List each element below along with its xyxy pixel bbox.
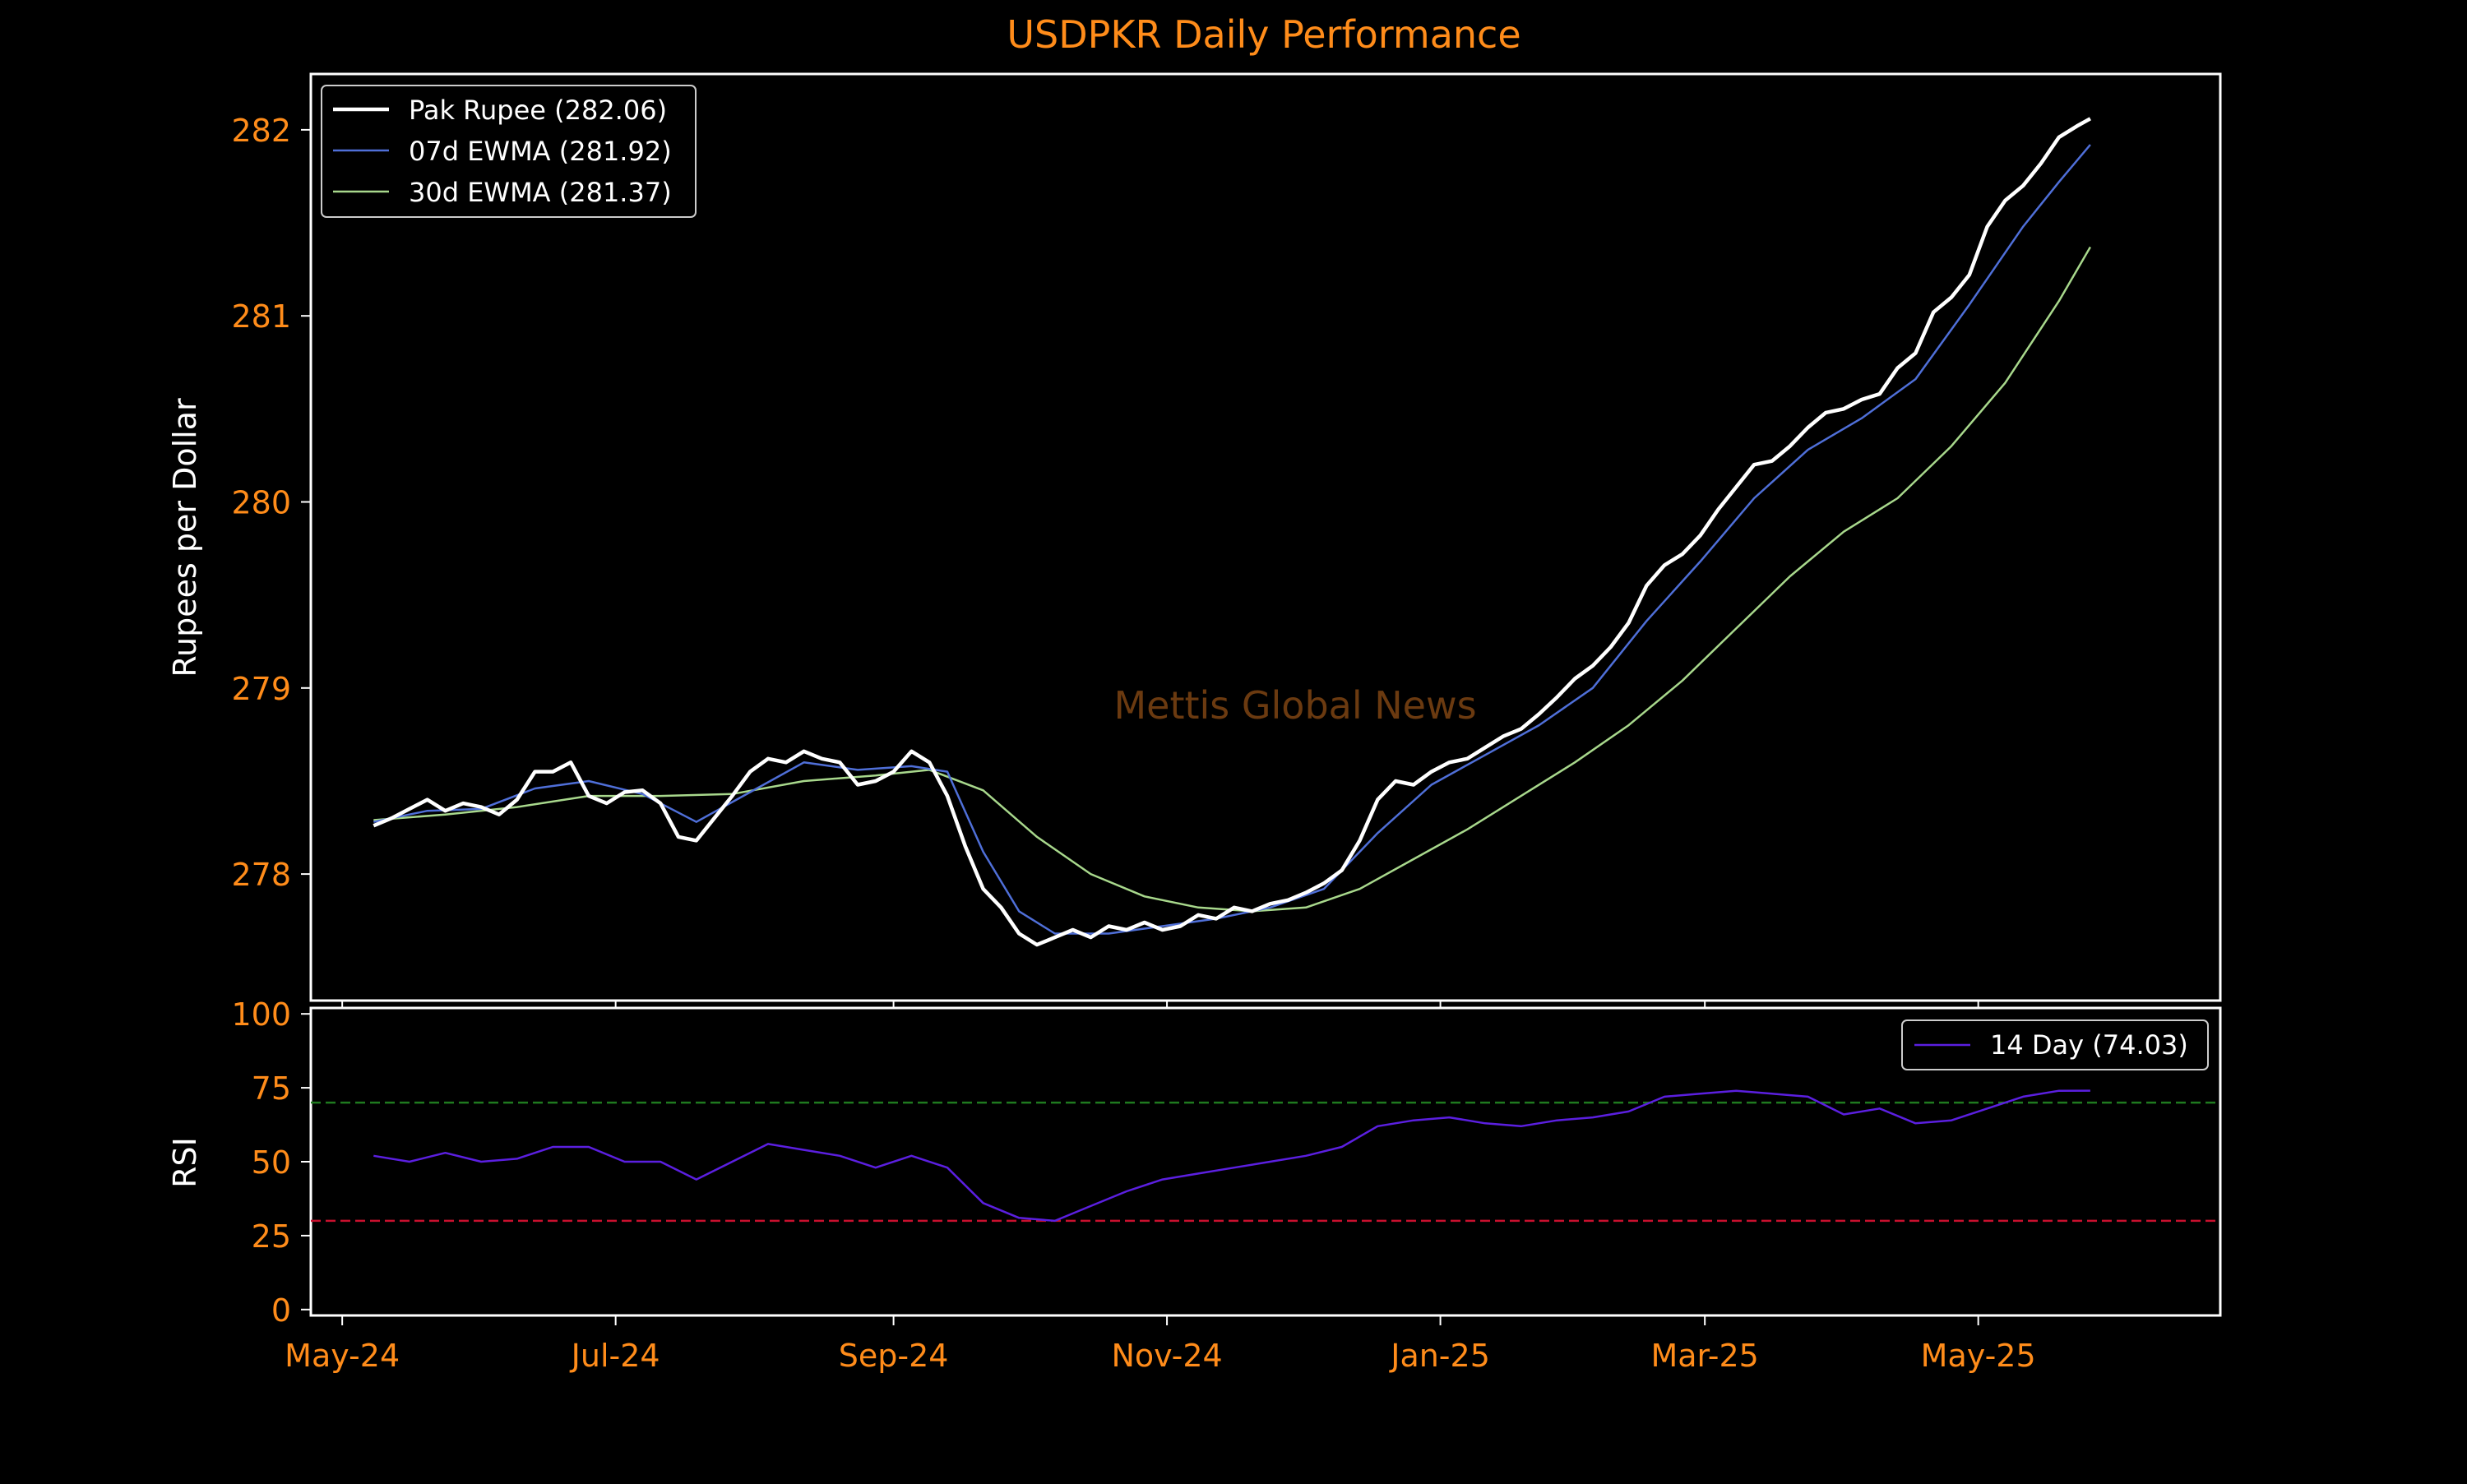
x-axis: May-24 Jul-24 Sep-24 Nov-24 Jan-25 Mar-25 May-…: [285, 1001, 2036, 1374]
legend-label-ewma30: 30d EWMA (281.37): [409, 177, 672, 208]
chart-title: USDPKR Daily Performance: [1007, 12, 1520, 57]
x-tick-label: Mar-25: [1650, 1338, 1758, 1374]
x-tick-label: May-24: [285, 1338, 400, 1374]
rsi-y-tick-label: 0: [271, 1292, 291, 1329]
price-y-axis-label: Rupees per Dollar: [167, 398, 203, 677]
rsi-reference-lines: [311, 1101, 2220, 1223]
x-tick-label: Sep-24: [839, 1338, 949, 1374]
rsi-y-tick-label: 75: [252, 1070, 291, 1107]
price-y-axis: 278 279 280 281 282: [231, 113, 311, 893]
x-tick-label: Nov-24: [1111, 1338, 1222, 1374]
price-legend: Pak Rupee (282.06) 07d EWMA (281.92) 30d…: [321, 85, 697, 218]
rsi-y-axis: 0 25 50 75 100: [231, 996, 311, 1329]
series-line-rsi: [373, 1089, 2090, 1223]
price-y-tick-label: 278: [231, 857, 291, 893]
price-y-tick-label: 281: [231, 298, 291, 335]
legend-label-rsi: 14 Day (74.03): [1990, 1029, 2188, 1061]
rsi-y-tick-label: 25: [252, 1218, 291, 1255]
x-tick-label: May-25: [1921, 1338, 2036, 1374]
rsi-legend-box: [1901, 1019, 2209, 1070]
rsi-y-axis-label: RSI: [167, 1137, 203, 1188]
price-series-layer: [373, 117, 2091, 947]
price-panel-frame: [309, 72, 2222, 1002]
price-y-tick-label: 282: [231, 113, 291, 149]
rsi-y-tick-label: 50: [252, 1144, 291, 1181]
price-legend-box: [321, 85, 697, 218]
watermark-text: Mettis Global News: [1113, 683, 1476, 728]
rsi-y-tick-label: 100: [231, 996, 291, 1033]
series-line-price: [373, 117, 2091, 947]
legend-label-ewma7: 07d EWMA (281.92): [409, 136, 672, 167]
x-tick-label: Jan-25: [1389, 1338, 1490, 1374]
rsi-legend: 14 Day (74.03): [1901, 1019, 2209, 1070]
rsi-series-layer: [373, 1089, 2090, 1223]
price-y-tick-label: 280: [231, 485, 291, 521]
x-tick-label: Jul-24: [570, 1338, 660, 1374]
price-y-tick-label: 279: [231, 671, 291, 707]
legend-label-price: Pak Rupee (282.06): [409, 95, 667, 126]
